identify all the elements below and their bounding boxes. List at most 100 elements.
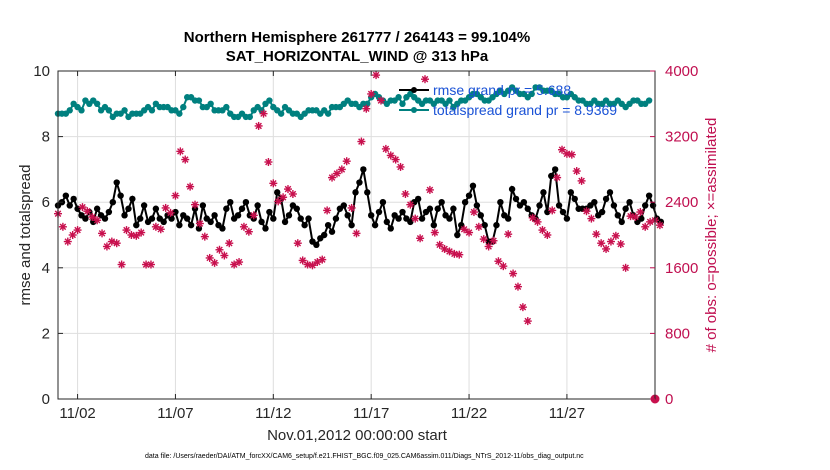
data-point [293,205,300,212]
obs-marker [249,211,258,220]
obs-marker-stroke [362,105,370,113]
obs-marker-stroke [509,270,517,277]
obs-marker [122,226,131,235]
obs-marker-stroke [480,235,488,243]
y-right-tick-label: 2400 [665,194,698,211]
obs-marker-stroke [225,239,233,247]
obs-marker [484,242,493,251]
legend-rmse-marker [411,87,417,93]
legend-totalspread-marker [411,107,417,113]
obs-marker [132,231,141,240]
obs-marker [611,231,620,240]
obs-marker-stroke [553,174,561,181]
data-point [610,202,618,209]
obs-marker-stroke [211,259,218,267]
obs-marker [430,228,439,237]
data-point [446,215,453,222]
obs-marker [337,165,346,174]
obs-marker-stroke [133,232,140,240]
obs-marker-stroke [167,209,174,217]
obs-marker [283,185,292,194]
obs-marker [465,228,474,237]
data-point [622,205,629,212]
obs-marker-stroke [113,239,121,247]
obs-marker [259,109,268,118]
obs-marker-stroke [578,177,585,185]
data-point [493,221,500,229]
obs-marker [264,158,273,167]
obs-marker-stroke [206,254,213,262]
obs-marker-stroke [177,148,184,155]
data-point [199,202,207,209]
data-point [645,192,653,199]
y-axis-right-label: # of obs: o=possible; ×=assimilated [703,118,720,353]
obs-marker [631,212,640,221]
data-point [426,205,434,212]
legend-rmse-label: rmse grand pr = 5.688 [433,82,571,98]
obs-marker [421,75,430,84]
data-point [540,189,547,196]
data-point [481,221,488,229]
obs-marker-stroke [622,264,629,272]
obs-marker-stroke [270,180,277,187]
obs-marker-stroke [304,261,311,268]
obs-marker-stroke [103,243,111,250]
data-point [223,205,230,212]
obs-marker [376,96,385,105]
data-point [430,221,438,229]
data-point [277,110,285,117]
obs-marker [577,176,586,185]
data-point [571,195,578,203]
obs-marker [352,229,361,238]
obs-marker-stroke [64,238,72,245]
obs-marker [98,229,107,238]
data-point [395,94,402,101]
data-point [121,107,128,114]
obs-marker-stroke [490,237,497,245]
obs-marker [279,193,288,202]
data-point [348,221,355,229]
obs-marker [347,203,356,212]
obs-marker-stroke [421,75,429,83]
data-point [160,218,167,226]
obs-marker-stroke [358,138,365,145]
obs-marker [636,208,645,217]
y-right-tick-label: 0 [665,391,673,408]
obs-marker-stroke [289,190,297,198]
obs-marker-stroke [392,156,399,163]
data-point [367,212,375,219]
obs-marker [597,239,606,248]
obs-marker-stroke [147,261,155,268]
obs-marker-stroke [343,157,351,165]
obs-marker-stroke [387,152,395,159]
obs-marker-stroke [524,317,532,325]
obs-marker-stroke [495,257,502,265]
obs-marker [548,206,557,215]
data-point [176,221,183,229]
obs-marker-stroke [656,221,664,229]
obs-marker-stroke [118,261,125,268]
data-point [477,212,484,219]
data-point [93,100,101,108]
obs-marker-stroke [602,245,610,253]
obs-marker-stroke [455,251,463,258]
obs-marker-stroke [79,203,86,211]
data-point [340,202,347,209]
obs-marker-stroke [260,110,267,117]
obs-marker [401,190,410,198]
ticks: 11/02 11/07 11/12 11/17 11/22 11/27 0 2 4 6 8 10 0 80… [33,63,698,422]
obs-marker-stroke [544,231,551,239]
y-right-tick-label: 1600 [665,260,698,277]
data-point [238,205,246,212]
obs-marker [391,155,400,164]
obs-marker-stroke [181,156,189,163]
obs-marker [381,144,390,153]
obs-marker [416,234,425,243]
obs-marker [102,242,111,251]
obs-marker-stroke [519,303,527,311]
obs-marker-stroke [265,158,272,166]
obs-marker [127,231,136,239]
obs-marker [509,269,518,278]
obs-marker-stroke [411,215,419,222]
obs-marker [469,208,478,217]
